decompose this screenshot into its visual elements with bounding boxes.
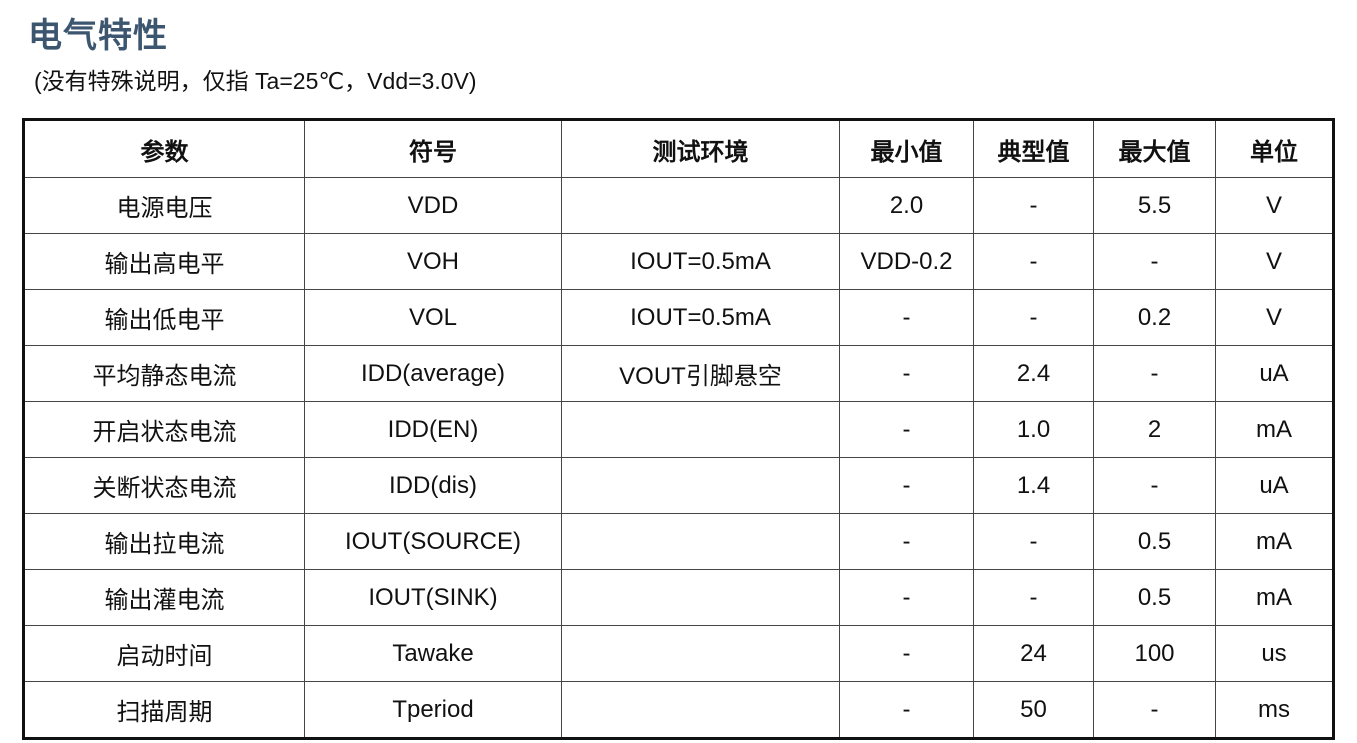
table-cell — [561, 569, 840, 626]
table-cell: IDD(dis) — [304, 457, 562, 514]
title: 电气特性 — [28, 17, 168, 55]
table-cell: 0.2 — [1093, 289, 1216, 346]
table-cell: mA — [1215, 401, 1334, 458]
table-row: 开启状态电流 IDD(EN) -1.0 2 mA — [23, 401, 1334, 458]
table-cell: Tawake — [304, 625, 562, 682]
table-cell: - — [1093, 233, 1216, 290]
table-row: 输出灌电流 IOUT(SINK) - -0.5 mA — [23, 569, 1334, 626]
table-cell: VOUT引脚悬空 — [561, 345, 840, 402]
table-cell: 开启状态电流 — [23, 401, 305, 458]
column-header: 最小值 — [839, 119, 974, 178]
table-cell: mA — [1215, 569, 1334, 626]
table-cell: VDD-0.2 — [839, 233, 974, 290]
table-row: 关断状态电流 IDD(dis) -1.4- uA — [23, 457, 1334, 514]
table-cell: - — [839, 345, 974, 402]
table-cell: VDD — [304, 177, 562, 234]
table-cell: V — [1215, 177, 1334, 234]
table-cell — [561, 177, 840, 234]
table-cell: uA — [1215, 457, 1334, 514]
table-cell: 输出低电平 — [23, 289, 305, 346]
table-cell: - — [973, 513, 1094, 570]
table-cell: 50 — [973, 681, 1094, 739]
table-cell — [561, 625, 840, 682]
column-header: 单位 — [1215, 119, 1334, 178]
table-cell: 输出灌电流 — [23, 569, 305, 626]
table-cell: 关断状态电流 — [23, 457, 305, 514]
spec-table: 参数 符号 测试环境 最小值 典型值 最大值 单位 电源电压 VDD 2.0-5.5 V 输出高电平… — [22, 118, 1335, 740]
table-cell: 启动时间 — [23, 625, 305, 682]
table-cell: 0.5 — [1093, 513, 1216, 570]
table-cell: 扫描周期 — [23, 681, 305, 739]
table-cell: - — [839, 457, 974, 514]
table-cell: - — [1093, 681, 1216, 739]
table-cell: - — [973, 569, 1094, 626]
column-header: 典型值 — [973, 119, 1094, 178]
table-cell: mA — [1215, 513, 1334, 570]
table-cell — [561, 457, 840, 514]
table-cell: ms — [1215, 681, 1334, 739]
table-cell: 1.4 — [973, 457, 1094, 514]
table-row: 平均静态电流 IDD(average) VOUT引脚悬空 -2.4- uA — [23, 345, 1334, 402]
column-header: 最大值 — [1093, 119, 1216, 178]
table-cell: - — [973, 177, 1094, 234]
table-cell: - — [1093, 345, 1216, 402]
table-cell: V — [1215, 233, 1334, 290]
table-cell: - — [973, 289, 1094, 346]
table-cell: IOUT(SINK) — [304, 569, 562, 626]
table-row: 输出拉电流 IOUT(SOURCE) - -0.5 mA — [23, 513, 1334, 570]
table-cell: 电源电压 — [23, 177, 305, 234]
table-cell: - — [839, 625, 974, 682]
table-cell: uA — [1215, 345, 1334, 402]
table-cell: 5.5 — [1093, 177, 1216, 234]
column-header: 符号 — [304, 119, 562, 178]
table-row: 扫描周期 Tperiod -50- ms — [23, 681, 1334, 739]
table-cell: IDD(average) — [304, 345, 562, 402]
table-cell: VOH — [304, 233, 562, 290]
table-row: 电源电压 VDD 2.0-5.5 V — [23, 177, 1334, 234]
table-cell: - — [973, 233, 1094, 290]
table-cell: 输出拉电流 — [23, 513, 305, 570]
table-row: 输出高电平 VOH IOUT=0.5mA VDD-0.2- - V — [23, 233, 1334, 290]
table-cell: 2 — [1093, 401, 1216, 458]
table-cell: 输出高电平 — [23, 233, 305, 290]
table-cell: V — [1215, 289, 1334, 346]
table-cell: IDD(EN) — [304, 401, 562, 458]
subtitle: (没有特殊说明，仅指 Ta=25℃，Vdd=3.0V) — [34, 68, 477, 94]
table-cell: 平均静态电流 — [23, 345, 305, 402]
table-cell: - — [839, 401, 974, 458]
table-cell: - — [839, 513, 974, 570]
table-cell: 100 — [1093, 625, 1216, 682]
table-cell: 24 — [973, 625, 1094, 682]
column-header: 测试环境 — [561, 119, 840, 178]
table-cell: VOL — [304, 289, 562, 346]
table-cell: - — [1093, 457, 1216, 514]
table-cell: IOUT(SOURCE) — [304, 513, 562, 570]
table-cell: IOUT=0.5mA — [561, 289, 840, 346]
table-cell: - — [839, 289, 974, 346]
table-cell — [561, 513, 840, 570]
table-cell: 2.0 — [839, 177, 974, 234]
table-cell: - — [839, 681, 974, 739]
table-cell: 2.4 — [973, 345, 1094, 402]
table-cell: - — [839, 569, 974, 626]
table-cell — [561, 681, 840, 739]
column-header: 参数 — [23, 119, 305, 178]
table-cell: 0.5 — [1093, 569, 1216, 626]
table-row: 启动时间 Tawake -24 100 us — [23, 625, 1334, 682]
table-cell: Tperiod — [304, 681, 562, 739]
table-row: 输出低电平 VOL IOUT=0.5mA - -0.2 V — [23, 289, 1334, 346]
table-cell: IOUT=0.5mA — [561, 233, 840, 290]
table-cell: 1.0 — [973, 401, 1094, 458]
table-cell: us — [1215, 625, 1334, 682]
header-row: 参数 符号 测试环境 最小值 典型值 最大值 单位 — [23, 119, 1334, 178]
table-cell — [561, 401, 840, 458]
